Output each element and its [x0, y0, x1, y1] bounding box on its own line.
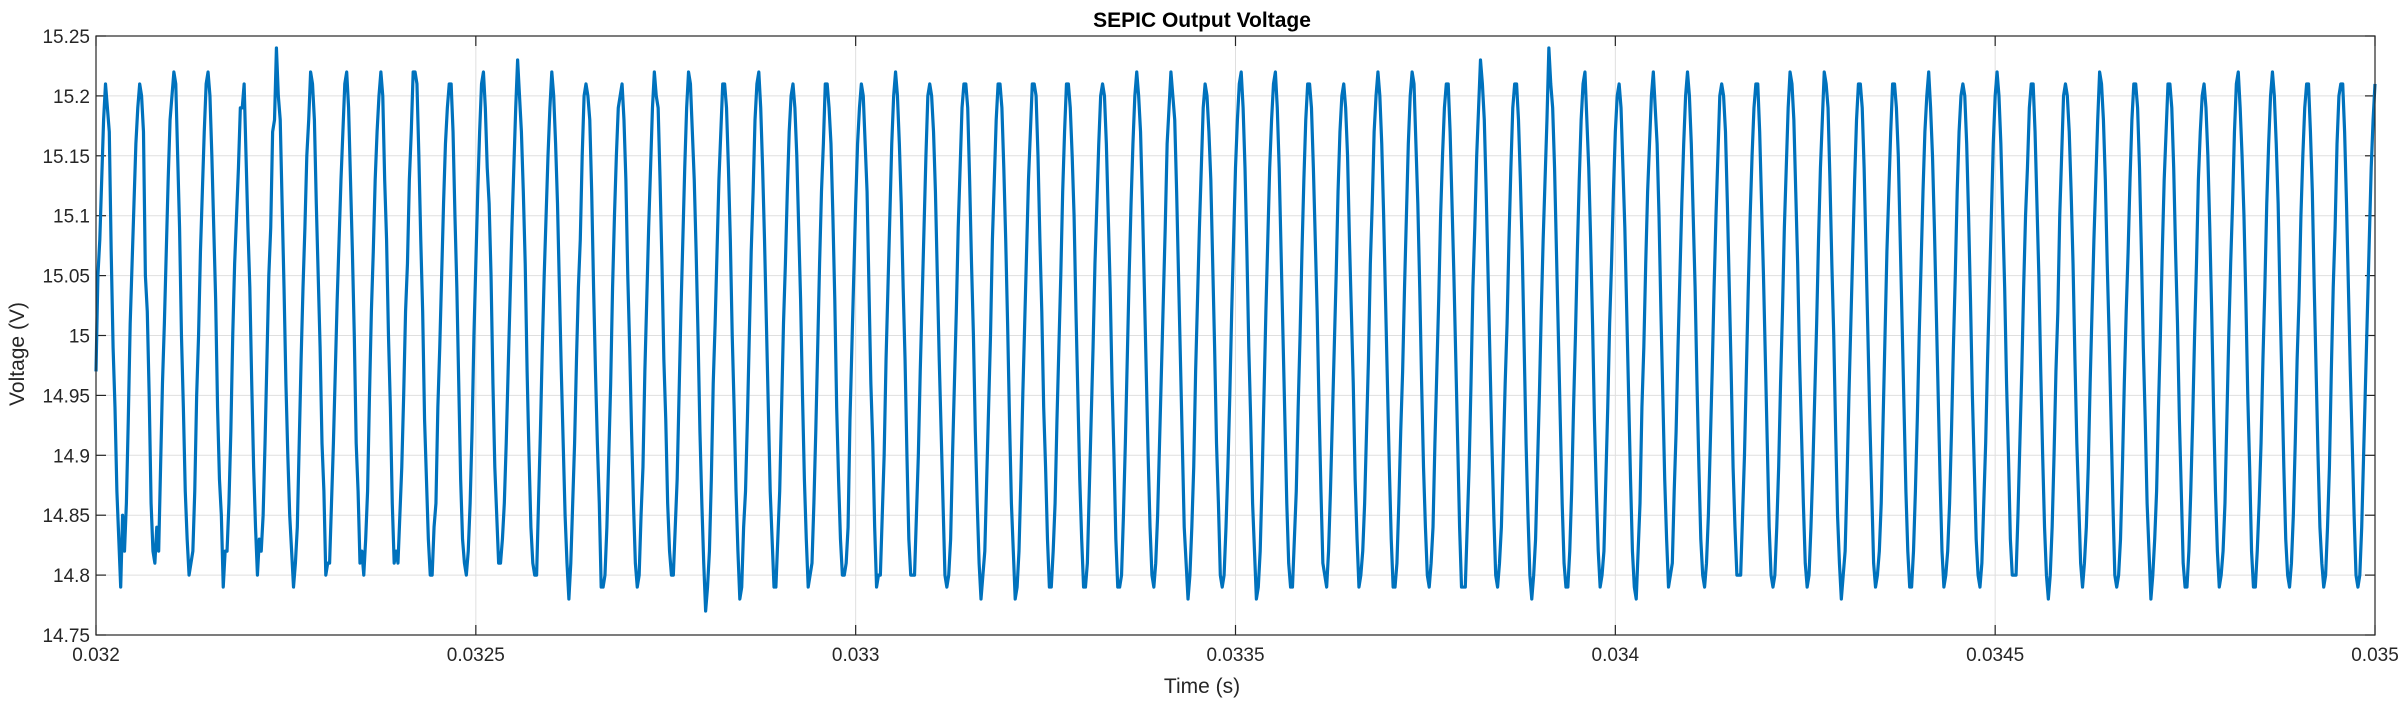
x-tick-label: 0.034 [1592, 645, 1640, 666]
x-tick-label: 0.0325 [447, 645, 505, 666]
x-tick-label: 0.033 [832, 645, 880, 666]
plot-box [95, 35, 2376, 636]
x-axis-ticks: 0.032 0.0325 0.033 0.0335 0.034 0.0345 0.035 [72, 36, 2399, 666]
y-axis-label: Voltage (V) [6, 302, 29, 406]
grid [95, 35, 2376, 636]
x-tick-label: 0.035 [2351, 645, 2399, 666]
x-tick-label: 0.0345 [1966, 645, 2024, 666]
y-tick-label: 14.85 [42, 506, 90, 527]
y-tick-label: 14.75 [42, 626, 90, 647]
series-line [94, 46, 2377, 613]
chart-title: SEPIC Output Voltage [1093, 9, 1311, 32]
y-tick-label: 14.8 [53, 566, 90, 587]
y-tick-label: 15.25 [42, 27, 90, 48]
y-tick-label: 15 [69, 327, 90, 348]
x-tick-label: 0.0335 [1206, 645, 1264, 666]
y-tick-label: 14.9 [53, 446, 90, 467]
y-tick-label: 14.95 [42, 386, 90, 407]
y-axis-ticks: 14.75 14.8 14.85 14.9 14.95 15 15.05 15.1 15.15 1… [42, 27, 2375, 647]
y-tick-label: 15.05 [42, 267, 90, 288]
x-axis-label: Time (s) [1164, 675, 1240, 698]
y-tick-label: 15.15 [42, 147, 90, 168]
y-tick-label: 15.2 [53, 87, 90, 108]
y-tick-label: 15.1 [53, 207, 90, 228]
x-tick-label: 0.032 [72, 645, 120, 666]
